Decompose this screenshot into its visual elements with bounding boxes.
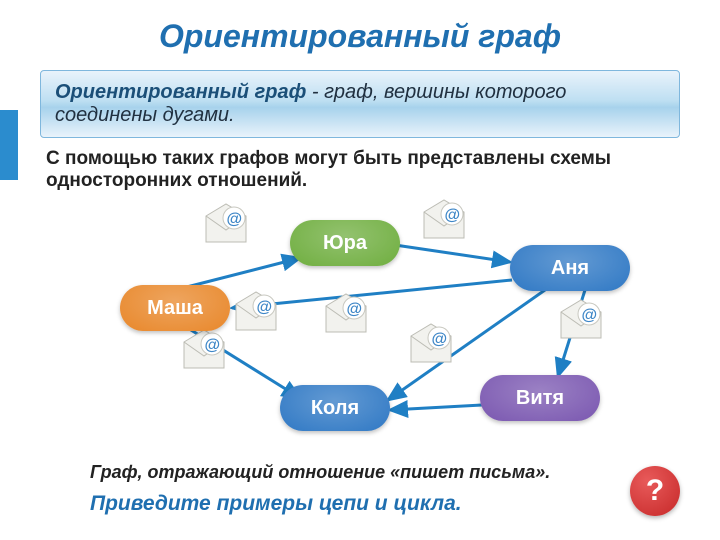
definition-text: Ориентированный граф - граф, вершины кот…: [55, 81, 566, 126]
svg-text:@: @: [444, 207, 460, 224]
svg-text:@: @: [256, 299, 272, 316]
edge-vitya-kolya: [390, 405, 482, 410]
subtext: С помощью таких графов могут быть предст…: [46, 148, 686, 192]
caption-question: Приведите примеры цепи и цикла.: [90, 492, 462, 516]
mail-icon: @: [555, 298, 607, 344]
mail-icon: @: [405, 322, 457, 368]
definition-box: Ориентированный граф - граф, вершины кот…: [40, 70, 680, 138]
page-title: Ориентированный граф: [0, 18, 720, 55]
svg-text:@: @: [226, 211, 242, 228]
node-vitya: Витя: [480, 375, 600, 421]
definition-term: Ориентированный граф: [55, 81, 306, 103]
svg-text:@: @: [204, 337, 220, 354]
node-anya: Аня: [510, 245, 630, 291]
svg-text:@: @: [346, 301, 362, 318]
question-badge: ?: [630, 466, 680, 516]
mail-icon: @: [320, 292, 372, 338]
side-accent: [0, 110, 18, 180]
slide: Ориентированный граф Ориентированный гра…: [0, 0, 720, 540]
svg-text:@: @: [431, 331, 447, 348]
edge-yura-anya: [395, 245, 510, 262]
node-yura: Юра: [290, 220, 400, 266]
node-kolya: Коля: [280, 385, 390, 431]
mail-icon: @: [200, 202, 252, 248]
mail-icon: @: [230, 290, 282, 336]
svg-text:@: @: [581, 307, 597, 324]
caption-relation: Граф, отражающий отношение «пишет письма…: [90, 462, 550, 483]
node-masha: Маша: [120, 285, 230, 331]
mail-icon: @: [178, 328, 230, 374]
mail-icon: @: [418, 198, 470, 244]
graph-diagram: @ @ @ @ @ @ @ Маша Юра Аня Коля Витя: [0, 190, 720, 440]
